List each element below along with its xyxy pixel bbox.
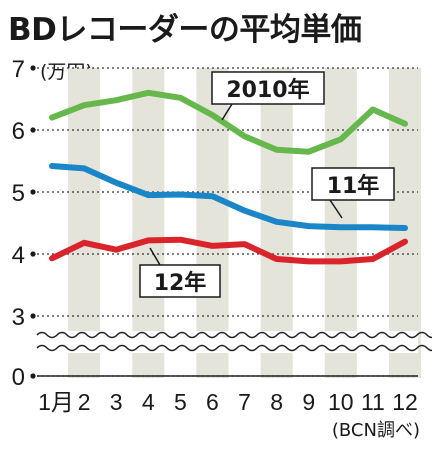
axis-break-strip — [37, 331, 418, 353]
series-lines — [49, 89, 408, 265]
axis-break-wave-top — [36, 331, 432, 339]
series-label-1: 11年 — [327, 173, 380, 199]
series-label-leader-1 — [329, 199, 343, 219]
y-tick-dot-0 — [30, 373, 36, 379]
series-label-leader-0 — [221, 103, 233, 121]
series-line-0 — [49, 89, 408, 155]
band-1 — [68, 68, 101, 378]
series-labels: 2010年 11年 12年 — [139, 71, 395, 298]
y-tick-label-6: 6 — [12, 118, 25, 145]
x-tick-label-7: 8 — [270, 389, 283, 415]
x-tick-label-1: 2 — [78, 389, 91, 415]
series-label-2: 12年 — [154, 270, 207, 296]
x-axis-ticks: 1月 2 3 4 5 6 7 8 9 10 11 12 — [38, 389, 418, 415]
x-tick-label-5: 6 — [206, 389, 219, 415]
x-tick-label-11: 12 — [392, 389, 418, 415]
series-label-box-1 — [311, 167, 395, 201]
band-9 — [324, 68, 357, 378]
y-tick-dot-4 — [30, 251, 36, 257]
x-tick-label-10: 11 — [361, 389, 385, 415]
source-note: (BCN調べ) — [331, 420, 420, 441]
y-tick-label-4: 4 — [12, 242, 25, 269]
y-axis-ticks: 0 3 4 5 6 7 — [12, 56, 36, 391]
series-label-box-0 — [211, 71, 325, 105]
band-3 — [132, 68, 165, 378]
x-tick-label-3: 4 — [142, 389, 155, 415]
y-tick-dot-7 — [30, 65, 36, 71]
series-label-leader-2 — [149, 247, 161, 266]
y-tick-dot-6 — [30, 127, 36, 133]
y-tick-label-0: 0 — [12, 364, 25, 391]
series-label-0: 2010年 — [226, 77, 309, 103]
y-tick-label-7: 7 — [12, 56, 25, 83]
y-tick-dot-5 — [30, 189, 36, 195]
chart-title: BDレコーダーの平均単価 — [8, 12, 362, 48]
axis-break — [36, 331, 432, 353]
series-label-box-2 — [139, 264, 221, 298]
series-line-2 — [49, 236, 408, 265]
x-tick-label-8: 9 — [302, 389, 315, 415]
y-tick-dot-3 — [30, 313, 36, 319]
y-tick-label-3: 3 — [12, 304, 25, 331]
x-tick-label-0: 1月 — [38, 389, 74, 415]
x-tick-label-9: 10 — [328, 389, 354, 415]
x-tick-label-2: 3 — [110, 389, 123, 415]
series-line-1 — [49, 163, 408, 231]
x-tick-label-6: 7 — [238, 389, 251, 415]
x-tick-label-4: 5 — [174, 389, 187, 415]
grid-lines — [37, 67, 418, 377]
y-tick-label-5: 5 — [12, 180, 25, 207]
axis-break-wave-bottom — [36, 344, 432, 352]
